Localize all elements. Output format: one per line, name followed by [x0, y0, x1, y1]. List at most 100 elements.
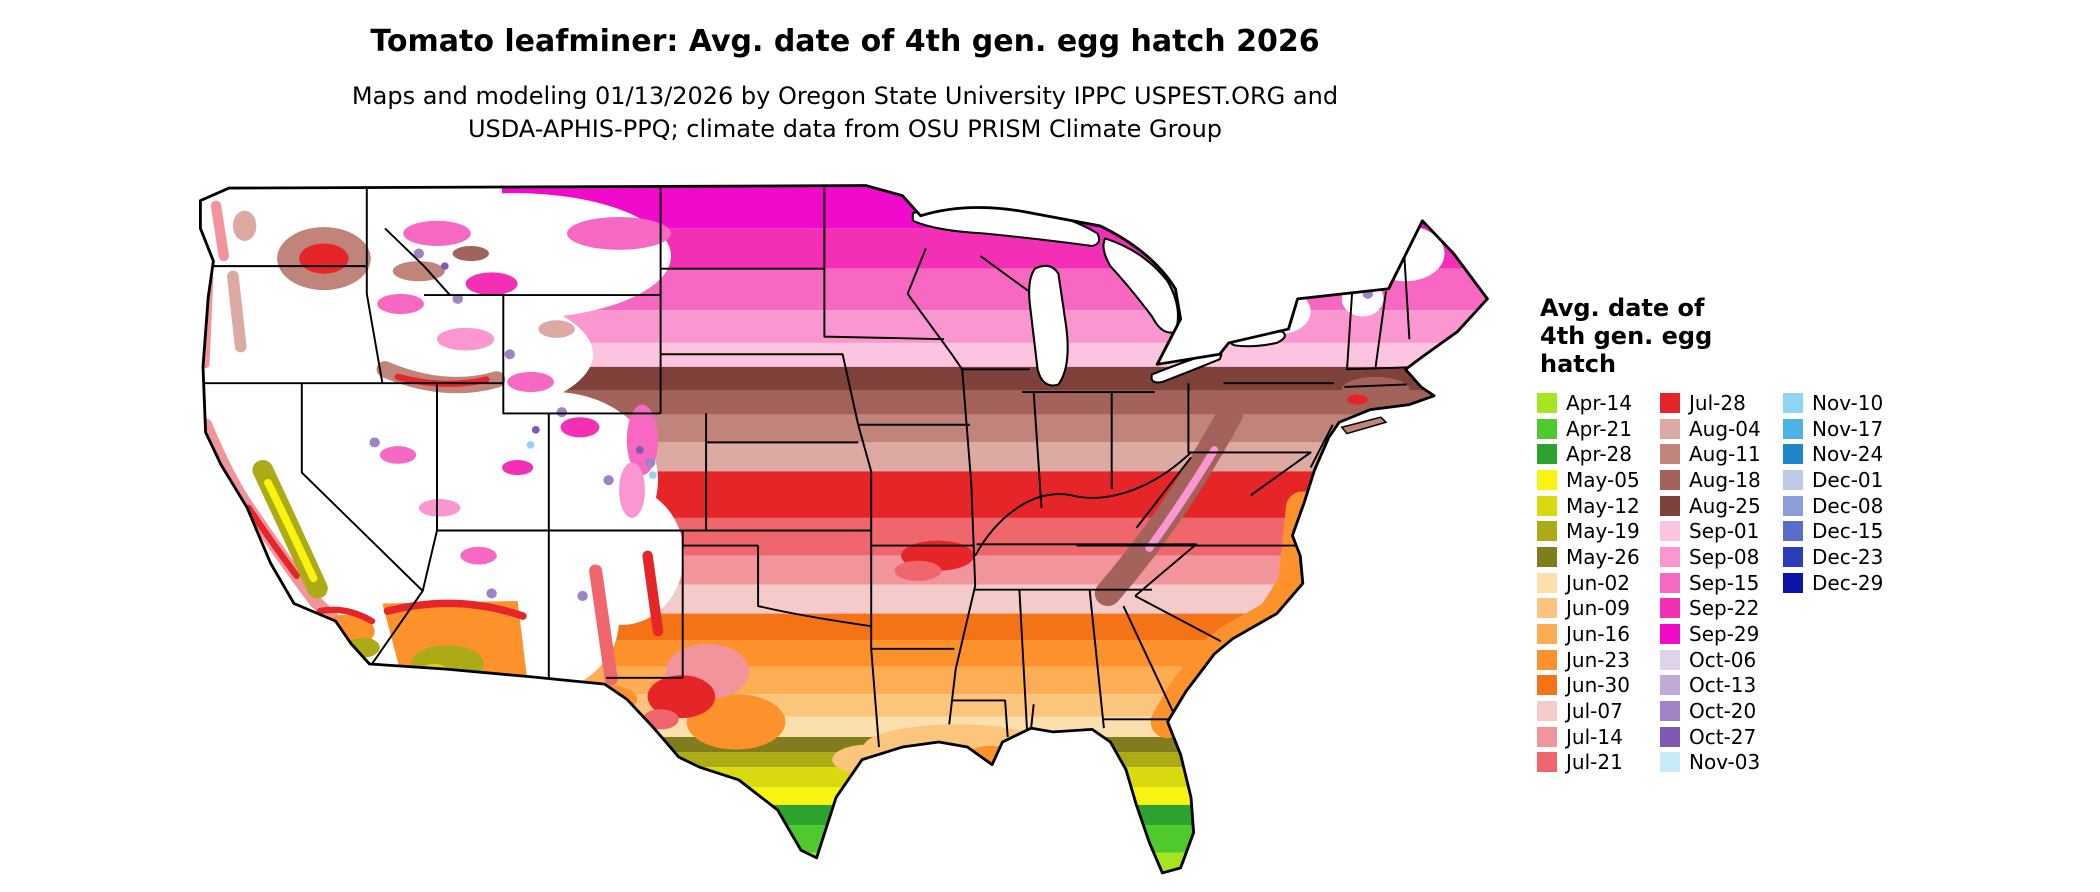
lake-huron [1102, 237, 1179, 334]
legend-item: Dec-29 [1783, 570, 1883, 596]
legend-item: Sep-29 [1660, 621, 1761, 647]
legend-swatch [1537, 444, 1557, 465]
legend-swatch [1660, 649, 1680, 670]
legend-swatch [1783, 469, 1803, 490]
legend-item: Aug-04 [1660, 416, 1761, 442]
legend-item: Sep-22 [1660, 596, 1761, 622]
legend-swatch [1660, 726, 1680, 747]
legend-label: Aug-11 [1689, 442, 1761, 467]
legend-label: Oct-13 [1689, 673, 1757, 698]
legend-swatch [1783, 521, 1803, 542]
legend-swatch [1537, 624, 1557, 645]
legend-item: Jun-09 [1537, 596, 1640, 622]
legend-label: Nov-03 [1689, 750, 1761, 775]
legend-label: Sep-15 [1689, 570, 1760, 595]
legend-label: Jun-09 [1566, 596, 1630, 621]
legend-swatch [1537, 675, 1557, 696]
legend-item: Sep-01 [1660, 518, 1761, 544]
legend-column-3: Nov-10 Nov-17 Nov-24 Dec-01 Dec-08 Dec-15 Dec-… [1783, 390, 1883, 596]
legend-item: Oct-20 [1660, 698, 1761, 724]
legend-label: Nov-24 [1812, 442, 1884, 467]
us-map-svg [198, 184, 1489, 875]
legend-label: May-12 [1566, 493, 1640, 518]
legend-label: Sep-01 [1689, 519, 1760, 544]
legend-label: Jul-07 [1566, 699, 1623, 724]
legend-label: Aug-18 [1689, 467, 1761, 492]
legend-label: Aug-25 [1689, 493, 1761, 518]
legend-label: Dec-23 [1812, 544, 1884, 569]
legend-swatch [1537, 495, 1557, 516]
legend-label: Jun-02 [1566, 570, 1630, 595]
legend-label: Jun-30 [1566, 673, 1630, 698]
legend-column-1: Apr-14 Apr-21 Apr-28 May-05 May-12 May-19 May-… [1537, 390, 1640, 775]
legend-label: Jun-16 [1566, 622, 1630, 647]
legend-swatch [1660, 624, 1680, 645]
legend-swatch [1537, 418, 1557, 439]
legend-label: May-26 [1566, 544, 1640, 569]
legend-item: Dec-23 [1783, 544, 1883, 570]
legend-swatch [1783, 572, 1803, 593]
legend-swatch [1537, 392, 1557, 413]
legend-label: Dec-29 [1812, 570, 1884, 595]
legend-item: Nov-10 [1783, 390, 1883, 416]
legend-swatch [1537, 726, 1557, 747]
legend-item: Oct-13 [1660, 673, 1761, 699]
legend-label: Jun-23 [1566, 647, 1630, 672]
legend-item: Sep-15 [1660, 570, 1761, 596]
legend-swatch [1660, 392, 1680, 413]
legend-swatch [1537, 521, 1557, 542]
subtitle-line-1: Maps and modeling 01/13/2026 by Oregon S… [351, 82, 1339, 110]
legend-swatch [1660, 675, 1680, 696]
legend-item: Jun-23 [1537, 647, 1640, 673]
legend-label: Apr-21 [1566, 416, 1632, 441]
legend-item: Apr-21 [1537, 416, 1640, 442]
legend-item: Sep-08 [1660, 544, 1761, 570]
legend-label: Oct-27 [1689, 724, 1757, 749]
legend-item: Apr-28 [1537, 441, 1640, 467]
legend-item: Jun-02 [1537, 570, 1640, 596]
legend-label: Apr-14 [1566, 390, 1632, 415]
legend-item: Apr-14 [1537, 390, 1640, 416]
legend-column-2: Jul-28 Aug-04 Aug-11 Aug-18 Aug-25 Sep-01 Sep-… [1660, 390, 1761, 775]
legend-label: Jul-14 [1566, 724, 1623, 749]
legend-item: Dec-01 [1783, 467, 1883, 493]
legend-label: Oct-20 [1689, 699, 1757, 724]
legend-swatch [1660, 521, 1680, 542]
lake-michigan [1028, 264, 1069, 387]
legend-label: Nov-10 [1812, 390, 1884, 415]
legend-label: Aug-04 [1689, 416, 1761, 441]
legend-item: Nov-24 [1783, 441, 1883, 467]
legend-swatch [1783, 495, 1803, 516]
legend-label: Sep-29 [1689, 622, 1760, 647]
subtitle-line-2: USDA-APHIS-PPQ; climate data from OSU PR… [467, 115, 1223, 143]
legend-item: Aug-11 [1660, 441, 1761, 467]
us-map [190, 178, 1490, 883]
legend-item: May-19 [1537, 518, 1640, 544]
legend-swatch [1660, 418, 1680, 439]
legend-swatch [1537, 752, 1557, 773]
legend-label: May-05 [1566, 467, 1640, 492]
state-borders [200, 188, 1423, 748]
legend-item: May-26 [1537, 544, 1640, 570]
page-title: Tomato leafminer: Avg. date of 4th gen. … [370, 24, 1320, 59]
legend-item: Jul-14 [1537, 724, 1640, 750]
long-island [1340, 416, 1388, 435]
legend-swatch [1660, 546, 1680, 567]
legend-item: Jun-16 [1537, 621, 1640, 647]
legend-swatch [1783, 444, 1803, 465]
legend-label: Jul-21 [1566, 750, 1623, 775]
legend-label: Jul-28 [1689, 390, 1746, 415]
legend-label: May-19 [1566, 519, 1640, 544]
legend-item: Jun-30 [1537, 673, 1640, 699]
legend-item: Nov-03 [1660, 750, 1761, 776]
legend-swatch [1783, 392, 1803, 413]
legend-item: May-12 [1537, 493, 1640, 519]
legend-label: Dec-08 [1812, 493, 1884, 518]
legend-swatch [1537, 598, 1557, 619]
legend-item: Jul-28 [1660, 390, 1761, 416]
legend-item: Jul-21 [1537, 750, 1640, 776]
legend-swatch [1660, 572, 1680, 593]
legend-swatch [1537, 469, 1557, 490]
legend-item: Dec-15 [1783, 518, 1883, 544]
